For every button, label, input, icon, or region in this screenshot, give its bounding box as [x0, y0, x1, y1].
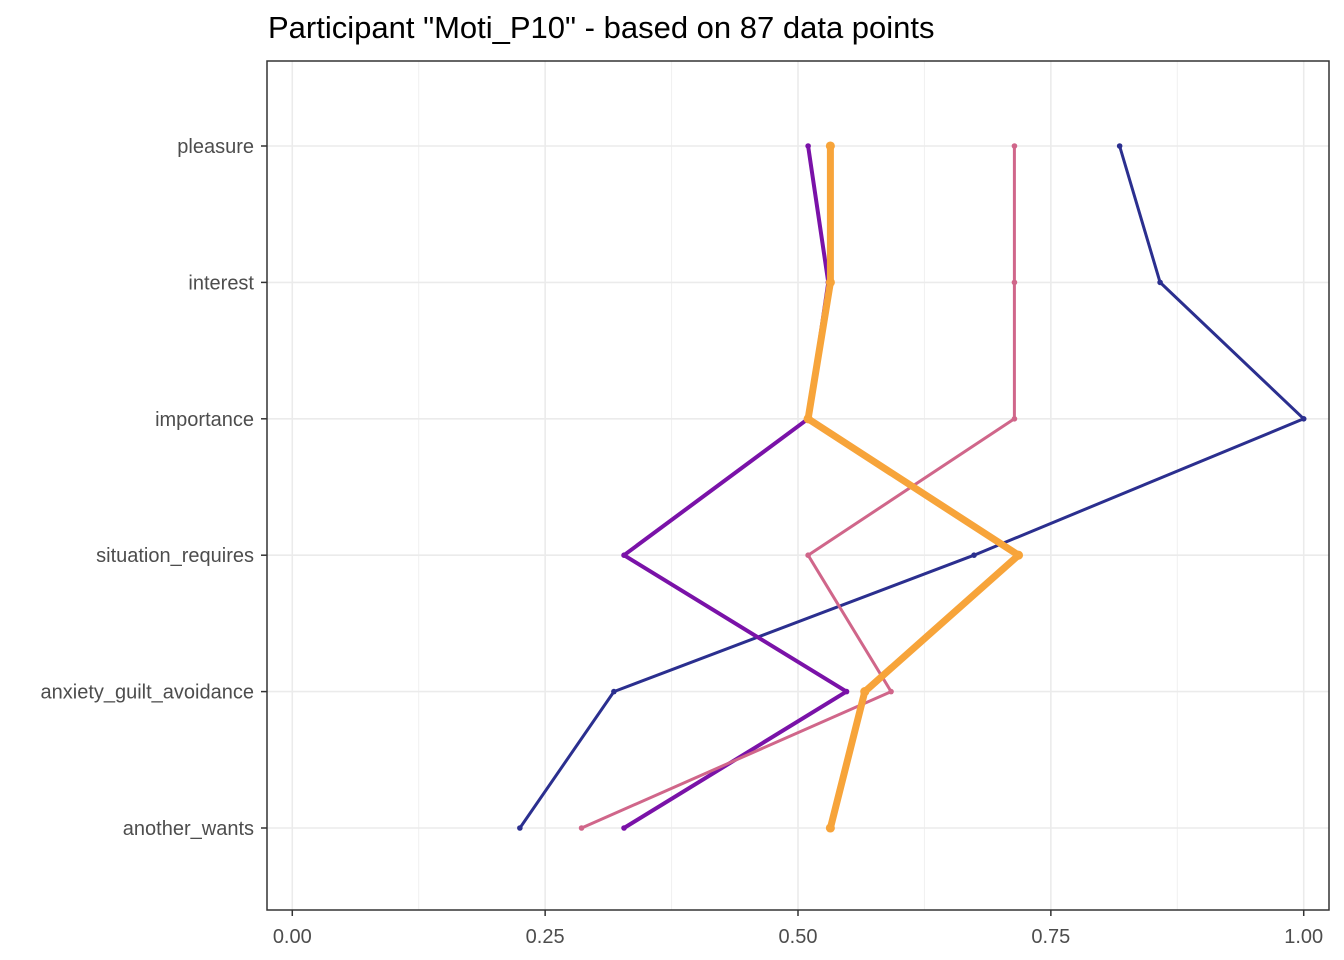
y-tick-label: importance [155, 409, 254, 431]
data-point [611, 688, 617, 695]
y-tick-label: pleasure [177, 136, 254, 158]
data-point [1157, 279, 1163, 286]
data-point [825, 141, 835, 151]
data-point [1013, 550, 1024, 560]
data-point [1300, 416, 1307, 422]
series-line [518, 144, 1306, 830]
series-lines [517, 141, 1307, 833]
x-tick-label: 0.25 [526, 926, 565, 948]
grid [267, 61, 1329, 910]
x-tick-label: 1.00 [1284, 926, 1323, 948]
data-point [1011, 416, 1018, 422]
x-tick-label: 0.75 [1031, 926, 1070, 948]
y-tick-label: another_wants [123, 818, 254, 840]
data-point [888, 688, 894, 695]
data-point [843, 688, 850, 695]
x-tick-label: 0.00 [273, 926, 312, 948]
data-point [805, 552, 811, 558]
data-point [825, 823, 835, 833]
data-point [805, 143, 811, 149]
series-line [622, 144, 849, 830]
y-tick-label: anxiety_guilt_avoidance [41, 682, 255, 704]
data-point [825, 277, 835, 287]
data-point [517, 825, 523, 831]
data-point [578, 825, 585, 831]
series-line [804, 142, 1022, 832]
y-axis: pleasure interest importance situation_requ… [41, 136, 267, 840]
data-point [860, 687, 870, 697]
data-point [621, 825, 627, 831]
series-4 [803, 141, 1024, 833]
y-tick-label: situation_requires [96, 545, 254, 567]
data-point [803, 414, 813, 424]
y-tick-label: interest [188, 272, 254, 294]
data-point [1116, 143, 1123, 149]
data-point [971, 552, 977, 558]
data-point [1011, 279, 1018, 286]
series-1 [517, 143, 1307, 831]
chart-title: Participant "Moti_P10" - based on 87 dat… [268, 10, 935, 45]
x-axis: 0.00 0.25 0.50 0.75 1.00 [273, 910, 1323, 948]
data-point [1011, 143, 1018, 149]
data-point [621, 552, 627, 558]
x-tick-label: 0.50 [779, 926, 818, 948]
